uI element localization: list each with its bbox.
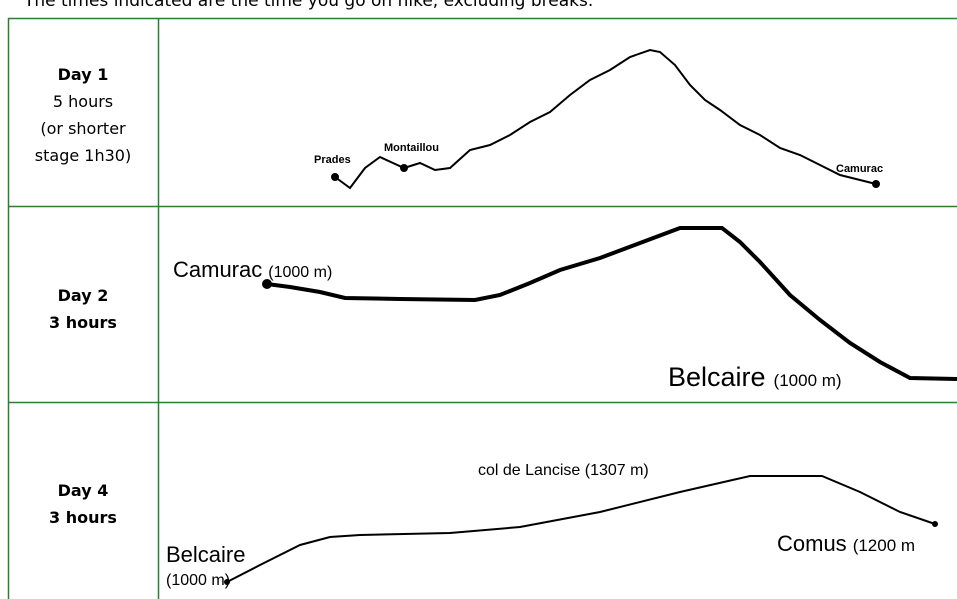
duration: stage 1h30) bbox=[34, 146, 132, 165]
place-label: Camurac (1000 m) bbox=[173, 257, 332, 282]
altitude: (1000 m) bbox=[166, 572, 230, 589]
point bbox=[400, 164, 408, 172]
place-label: Belcaire (1000 m) bbox=[668, 362, 842, 392]
day-cell: Day 2 3 hours bbox=[8, 282, 158, 336]
place-label: col de Lancise (1307 m) bbox=[478, 462, 649, 479]
duration: 3 hours bbox=[49, 508, 117, 527]
place-name: Comus bbox=[777, 531, 847, 556]
intro-text: The times indicated are the time you go … bbox=[24, 0, 594, 11]
day-label: Day 1 bbox=[57, 65, 109, 84]
profile-line bbox=[226, 475, 936, 583]
day-cell: Day 1 5 hours (or shorter stage 1h30) bbox=[8, 61, 158, 169]
place-label: Prades bbox=[314, 154, 351, 166]
table-border bbox=[7, 17, 957, 599]
point bbox=[932, 521, 938, 527]
profile-line bbox=[266, 226, 957, 381]
place-name: Belcaire bbox=[668, 362, 766, 392]
place-name: Camurac bbox=[173, 257, 262, 282]
place-name: Belcaire bbox=[166, 542, 245, 567]
day-label: Day 4 bbox=[57, 481, 109, 500]
duration: 5 hours bbox=[52, 92, 114, 111]
duration: (or shorter bbox=[40, 119, 126, 138]
point bbox=[331, 173, 339, 181]
altitude: (1000 m) bbox=[774, 371, 842, 390]
point bbox=[872, 180, 880, 188]
profile-line bbox=[334, 48, 877, 190]
altitude: (1000 m) bbox=[268, 264, 332, 281]
point bbox=[262, 279, 272, 289]
place-label: Montaillou bbox=[384, 142, 439, 154]
duration: 3 hours bbox=[49, 313, 117, 332]
place-label: Comus (1200 m bbox=[777, 531, 915, 556]
day-label: Day 2 bbox=[57, 286, 109, 305]
altitude: (1200 m bbox=[853, 536, 915, 555]
day-cell: Day 4 3 hours bbox=[8, 477, 158, 531]
place-label: Camurac bbox=[836, 163, 883, 175]
point bbox=[224, 579, 230, 585]
